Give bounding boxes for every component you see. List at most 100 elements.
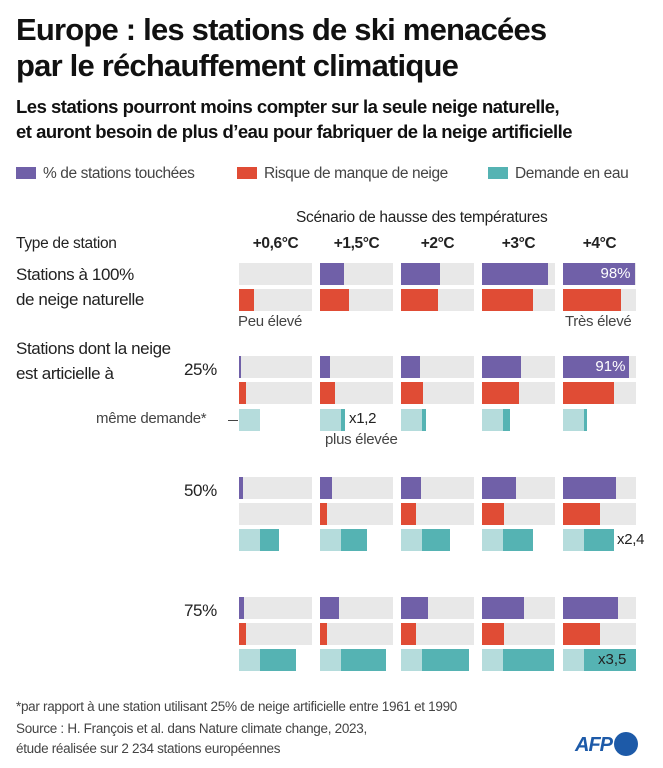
bar-water-base bbox=[320, 649, 342, 671]
bar-water-base bbox=[563, 409, 585, 431]
bar-track bbox=[239, 623, 312, 645]
bar-water-base bbox=[482, 529, 504, 551]
bar-snow-risk bbox=[320, 382, 335, 404]
bar-stations-pct bbox=[482, 263, 549, 285]
risk-high-label: Très élevé bbox=[565, 313, 632, 330]
scenario-label: Scénario de hausse des températures bbox=[296, 209, 548, 226]
group-label-artificial: Stations dont la neige est articielle à bbox=[16, 339, 171, 383]
bar-stations-pct bbox=[401, 263, 441, 285]
bar-stations-pct bbox=[401, 477, 421, 499]
bar-track bbox=[239, 477, 312, 499]
bar-stations-pct bbox=[563, 263, 635, 285]
bar-snow-risk bbox=[563, 623, 600, 645]
source: Source : H. François et al. dans Nature … bbox=[16, 719, 367, 759]
bar-snow-risk bbox=[239, 623, 247, 645]
column-header: +4°C bbox=[582, 235, 617, 252]
legend-swatch bbox=[16, 167, 36, 179]
bar-snow-risk bbox=[563, 382, 615, 404]
legend-label: Demande en eau bbox=[515, 165, 629, 182]
bar-track bbox=[239, 289, 312, 311]
bar-track bbox=[320, 503, 393, 525]
bar-water-demand bbox=[341, 649, 386, 671]
mult-label-50: x2,4 bbox=[617, 531, 645, 548]
bar-water-demand bbox=[422, 409, 427, 431]
legend-label: % de stations touchées bbox=[43, 165, 195, 182]
legend-swatch bbox=[237, 167, 257, 179]
data-label: 98% bbox=[600, 265, 631, 282]
bar-water-base bbox=[401, 649, 423, 671]
logo-circle-icon bbox=[614, 732, 638, 756]
bar-snow-risk bbox=[563, 289, 622, 311]
bar-water-demand bbox=[584, 529, 614, 551]
risk-low-label: Peu élevé bbox=[238, 313, 303, 330]
bar-water-demand bbox=[341, 409, 346, 431]
bar-track bbox=[239, 263, 312, 285]
bar-track bbox=[401, 503, 474, 525]
bar-water-base bbox=[239, 649, 261, 671]
bar-track bbox=[320, 477, 393, 499]
bar-snow-risk bbox=[239, 289, 254, 311]
bar-snow-risk bbox=[401, 382, 423, 404]
legend-item-risk: Risque de manque de neige bbox=[237, 165, 448, 183]
mult-label-25: x1,2 bbox=[349, 410, 377, 427]
bar-stations-pct bbox=[320, 263, 345, 285]
bar-water-base bbox=[482, 409, 504, 431]
bar-stations-pct bbox=[401, 356, 420, 378]
bar-water-demand bbox=[584, 649, 636, 671]
bar-track bbox=[401, 623, 474, 645]
mult-sub-label: plus élevée bbox=[325, 431, 398, 448]
afp-logo: AFP bbox=[575, 732, 638, 757]
bar-water-demand bbox=[503, 649, 554, 671]
bar-water-base bbox=[401, 529, 423, 551]
bar-track bbox=[239, 356, 312, 378]
bar-snow-risk bbox=[401, 623, 416, 645]
bar-track bbox=[320, 382, 393, 404]
bar-snow-risk bbox=[320, 289, 350, 311]
bar-stations-pct bbox=[563, 356, 630, 378]
subtitle: Les stations pourront moins compter sur … bbox=[16, 94, 573, 144]
bar-water-base bbox=[239, 529, 261, 551]
footnote: *par rapport à une station utilisant 25%… bbox=[16, 699, 458, 714]
bar-water-base bbox=[320, 529, 342, 551]
subtitle-line: et auront besoin de plus d’eau pour fabr… bbox=[16, 121, 573, 142]
bar-stations-pct bbox=[320, 477, 332, 499]
legend-label: Risque de manque de neige bbox=[264, 165, 448, 182]
bar-stations-pct bbox=[320, 597, 339, 619]
bar-snow-risk bbox=[563, 503, 600, 525]
column-header: +0,6°C bbox=[252, 235, 299, 252]
bar-snow-risk bbox=[401, 289, 438, 311]
bar-water-base bbox=[401, 409, 423, 431]
bar-water-demand bbox=[503, 529, 533, 551]
share-label-50: 50% bbox=[184, 481, 217, 500]
page-title: Europe : les stations de ski menacées pa… bbox=[16, 12, 547, 84]
share-label-75: 75% bbox=[184, 601, 217, 620]
bar-stations-pct bbox=[482, 477, 517, 499]
same-demand-leader bbox=[228, 420, 238, 421]
bar-snow-risk bbox=[320, 503, 328, 525]
bar-stations-pct bbox=[401, 597, 428, 619]
bar-stations-pct bbox=[239, 477, 243, 499]
mult-label-75: x3,5 bbox=[598, 651, 627, 668]
title-line: par le réchauffement climatique bbox=[16, 48, 459, 83]
subtitle-line: Les stations pourront moins compter sur … bbox=[16, 96, 560, 117]
column-header: +1,5°C bbox=[333, 235, 380, 252]
bar-water-demand bbox=[584, 409, 588, 431]
bar-water-demand bbox=[422, 649, 469, 671]
bar-stations-pct bbox=[320, 356, 331, 378]
bar-water-demand bbox=[341, 529, 367, 551]
bar-track bbox=[320, 623, 393, 645]
bar-track bbox=[239, 503, 312, 525]
bar-water-demand bbox=[503, 409, 510, 431]
bar-stations-pct bbox=[239, 356, 242, 378]
bar-water-demand bbox=[260, 649, 297, 671]
legend-item-water: Demande en eau bbox=[488, 165, 629, 183]
type-label: Type de station bbox=[16, 235, 117, 252]
bar-stations-pct bbox=[563, 477, 616, 499]
bar-snow-risk bbox=[239, 382, 247, 404]
source-line: étude réalisée sur 2 234 stations europé… bbox=[16, 741, 281, 756]
bar-snow-risk bbox=[482, 289, 534, 311]
bar-water-base bbox=[563, 529, 585, 551]
bar-water-demand bbox=[422, 529, 450, 551]
bar-water-base bbox=[320, 409, 342, 431]
